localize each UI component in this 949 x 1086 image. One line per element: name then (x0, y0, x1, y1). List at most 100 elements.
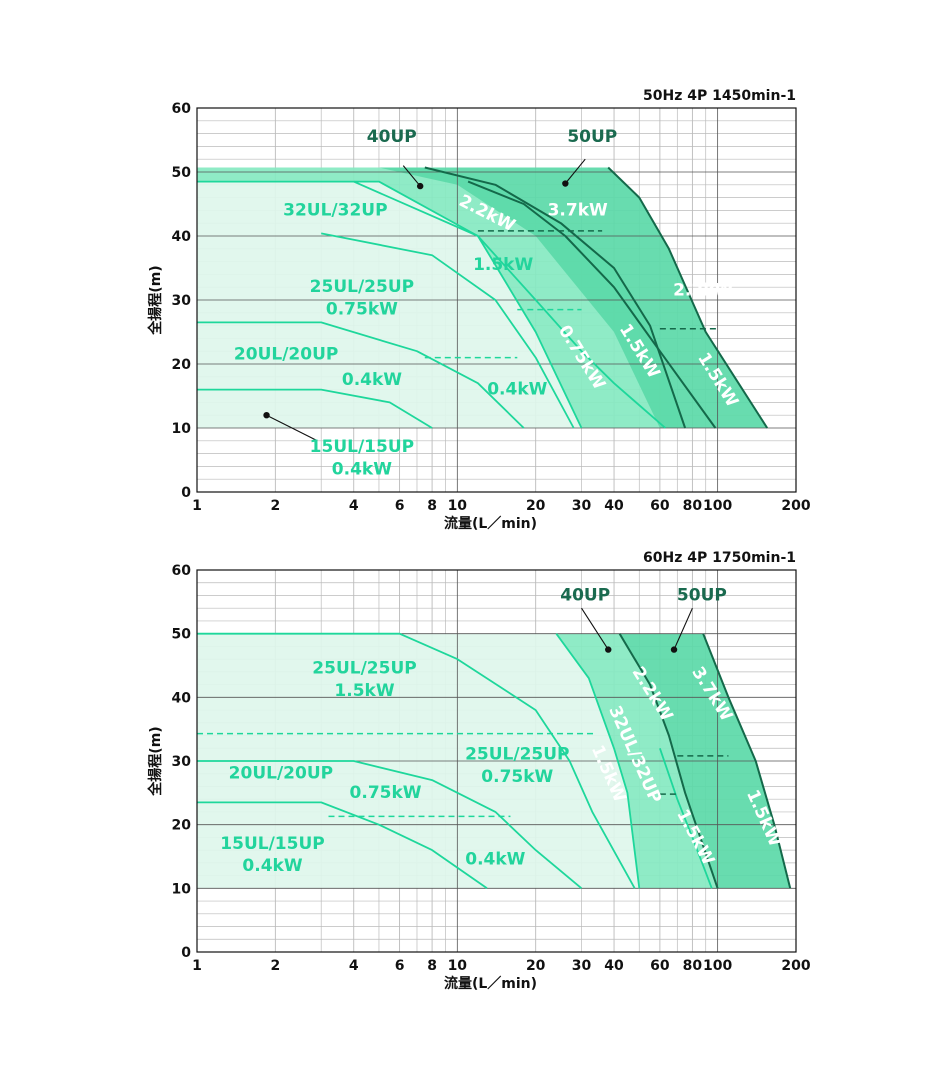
series-label: 20UL/20UP (229, 764, 333, 784)
x-tick-label: 4 (349, 958, 359, 974)
x-tick-label: 10 (448, 958, 468, 974)
y-tick-label: 40 (172, 690, 192, 706)
region-50up (379, 167, 768, 428)
x-tick-label: 80 (683, 498, 703, 514)
curve-25ul-25up-0-4kw (197, 321, 525, 429)
x-axis-label: 流量(L／min) (444, 975, 537, 992)
y-tick-label: 20 (172, 357, 192, 373)
x-tick-label: 100 (703, 498, 732, 514)
series-label: 0.75kW (326, 300, 398, 320)
y-tick-label: 50 (172, 165, 192, 181)
curve-40up-1-5kw (659, 748, 713, 889)
series-label: 40UP (560, 585, 610, 605)
leader-dot (263, 412, 270, 419)
x-tick-label: 60 (650, 498, 670, 514)
x-tick-label: 100 (703, 958, 732, 974)
leader-line (266, 414, 318, 442)
series-label: 15UL/15UP (220, 834, 324, 854)
series-label: 0.4kW (342, 370, 402, 390)
x-axis-label: 流量(L／min) (444, 515, 537, 532)
curve-25ul-25up-0-75kw (197, 760, 583, 889)
x-tick-label: 1 (192, 498, 202, 514)
leader-dot (670, 646, 678, 653)
leader-dot (605, 646, 612, 653)
curve-32ul-32up-0-75kw (321, 232, 575, 429)
series-label: 0.4kW (242, 856, 302, 876)
x-tick-label: 6 (395, 958, 405, 974)
curve-20ul-20up-0-4kw (197, 388, 433, 429)
y-tick-label: 50 (172, 627, 192, 643)
x-tick-label: 60 (650, 958, 670, 974)
y-axis-label: 全揚程(m) (147, 265, 164, 335)
x-tick-label: 10 (448, 498, 468, 514)
series-label: 20UL/20UP (234, 344, 338, 364)
chart-0: 32UL/32UP25UL/25UP0.75kW20UL/20UP0.4kW15… (147, 88, 811, 532)
curve-50up-3-7kw (702, 633, 792, 889)
leader-line (673, 607, 693, 650)
curve-50up-3-7kw (607, 166, 769, 429)
x-tick-label: 8 (427, 498, 437, 514)
series-label: 0.75kW (350, 783, 422, 803)
x-tick-label: 20 (526, 498, 546, 514)
y-tick-label: 20 (172, 818, 192, 834)
y-tick-label: 0 (181, 485, 191, 501)
x-tick-label: 40 (604, 498, 624, 514)
series-label: 15UL/15UP (310, 437, 414, 457)
x-tick-label: 40 (604, 958, 624, 974)
series-label: 0.75kW (481, 767, 553, 787)
series-label: 25UL/25UP (465, 745, 569, 765)
series-label: 0.4kW (487, 380, 547, 400)
x-tick-label: 4 (349, 498, 359, 514)
x-tick-label: 200 (781, 958, 810, 974)
y-tick-label: 0 (181, 945, 191, 961)
x-tick-label: 30 (572, 958, 592, 974)
y-axis-label: 全揚程(m) (147, 726, 164, 796)
x-tick-label: 6 (395, 498, 405, 514)
y-tick-label: 10 (172, 881, 192, 897)
plot-border (196, 107, 797, 493)
y-tick-label: 60 (172, 563, 192, 579)
curve-40up-2-2kw (424, 166, 687, 429)
curve-40up-2-2kw (618, 633, 719, 889)
curve-20ul-20up-0-4kw (197, 801, 488, 890)
x-tick-label: 200 (781, 498, 810, 514)
leader-line (581, 607, 609, 650)
series-label: 0.4kW (465, 850, 525, 870)
x-tick-label: 80 (683, 958, 703, 974)
y-tick-label: 40 (172, 229, 192, 245)
x-tick-label: 1 (192, 958, 202, 974)
series-label: 1.5kW (473, 255, 533, 275)
series-label: 50UP (567, 127, 617, 147)
leader-line (402, 165, 421, 187)
leader-dot (416, 182, 424, 190)
curve-32ul-32up (555, 633, 641, 889)
curve-50up-2-2kw (467, 180, 717, 429)
curve-40up-1-5kw (353, 180, 666, 429)
series-label: 25UL/25UP (310, 277, 414, 297)
chart-title: 50Hz 4P 1450min-1 (643, 88, 796, 104)
x-tick-label: 2 (270, 958, 280, 974)
series-label: 40UP (367, 127, 417, 147)
y-tick-label: 30 (172, 293, 192, 309)
y-tick-label: 30 (172, 754, 192, 770)
series-label: 2.2kW (673, 280, 733, 300)
chart-1: 25UL/25UP1.5kW20UL/20UP0.75kW25UL/25UP0.… (147, 550, 811, 992)
y-tick-label: 10 (172, 421, 192, 437)
y-tick-label: 60 (172, 101, 192, 117)
series-label: 1.5kW (334, 681, 394, 701)
series-label: 32UL/32UP (283, 200, 387, 220)
leader-dot (562, 180, 569, 187)
curve-25ul-25up-1-5kw (197, 632, 636, 889)
series-label: 50UP (677, 585, 727, 605)
x-tick-label: 2 (270, 498, 280, 514)
x-tick-label: 30 (572, 498, 592, 514)
chart-title: 60Hz 4P 1750min-1 (643, 550, 796, 566)
series-label: 25UL/25UP (312, 659, 416, 679)
plot-border (196, 569, 797, 953)
series-label: 3.7kW (548, 200, 608, 220)
x-tick-label: 8 (427, 958, 437, 974)
leader-line (564, 158, 586, 184)
series-label: 0.4kW (332, 460, 392, 480)
region-32ul-32up (197, 181, 582, 428)
